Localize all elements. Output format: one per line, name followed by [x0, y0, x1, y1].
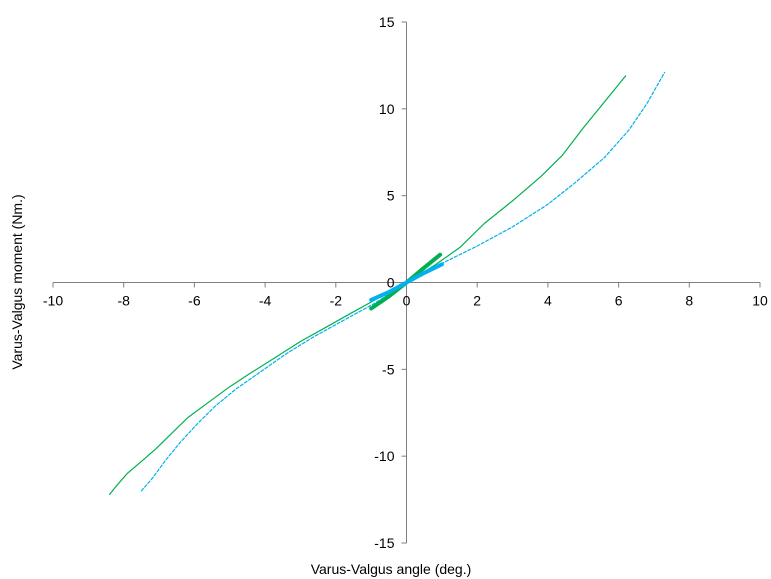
series-line-4: [369, 262, 444, 302]
y-tick-label: -15: [374, 535, 394, 551]
series-line-2: [140, 71, 666, 492]
x-tick-label: 10: [752, 293, 768, 309]
y-tick-label: 0: [387, 275, 395, 291]
x-tick-label: -8: [117, 293, 130, 309]
y-tick-label: -5: [382, 361, 395, 377]
y-tick-label: 5: [387, 188, 395, 204]
series-line-1: [109, 75, 627, 495]
x-tick-label: 6: [615, 293, 623, 309]
x-tick-label: 8: [685, 293, 693, 309]
x-tick-label: 4: [544, 293, 552, 309]
x-tick-label: -10: [43, 293, 63, 309]
y-tick-label: 10: [379, 101, 395, 117]
x-tick-label: 2: [473, 293, 481, 309]
plot-series: [109, 71, 666, 495]
x-tick-labels: -10 -8 -6 -4 -2 0 2 4 6 8 10: [43, 293, 768, 309]
x-tick-label: 0: [403, 293, 411, 309]
x-tick-label: -2: [330, 293, 343, 309]
x-tick-label: -4: [259, 293, 272, 309]
y-tick-label: 15: [379, 14, 395, 30]
x-tick-label: -6: [188, 293, 201, 309]
y-tick-labels: -15 -10 -5 0 5 10 15: [374, 14, 394, 551]
x-axis-title: Varus-Valgus angle (deg.): [311, 561, 472, 577]
y-tick-label: -10: [374, 448, 394, 464]
y-axis-title: Varus-Valgus moment (Nm.): [9, 194, 25, 369]
